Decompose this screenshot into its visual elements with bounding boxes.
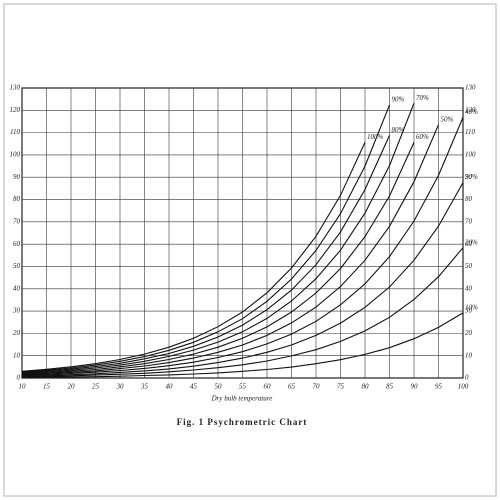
rh-curve	[21, 142, 415, 375]
y-tick-label: 130	[10, 84, 21, 92]
series-label: 80%	[392, 126, 405, 134]
rh-curve	[21, 102, 415, 374]
y2-tick-label: 40	[465, 284, 473, 292]
y-tick-label: 110	[10, 128, 20, 136]
chart-title: Fig. 1 Psychrometric Chart	[177, 417, 308, 427]
x-tick-label: 90	[411, 383, 419, 391]
y2-tick-label: 80	[465, 195, 473, 203]
x-tick-label: 100	[458, 383, 469, 391]
y-tick-label: 30	[12, 307, 21, 315]
y-tick-label: 40	[13, 284, 21, 292]
x-tick-label: 10	[19, 383, 27, 391]
x-tick-label: 25	[92, 383, 100, 391]
series-label: 100%	[367, 133, 384, 141]
rh-curve	[21, 135, 391, 374]
y2-tick-label: 90	[465, 173, 473, 181]
y2-tick-label: 120	[465, 106, 476, 114]
x-tick-label: 45	[190, 383, 198, 391]
y-tick-label: 120	[10, 106, 21, 114]
y2-tick-label: 60	[465, 240, 473, 248]
y-tick-label: 80	[13, 195, 21, 203]
series-label: 50%	[441, 115, 454, 123]
frame	[3, 3, 497, 497]
x-tick-label: 95	[435, 383, 443, 391]
y-tick-label: 10	[13, 351, 21, 359]
y2-tick-label: 50	[465, 262, 473, 270]
series-label: 30%	[464, 173, 478, 181]
rh-curve	[21, 182, 464, 377]
x-tick-label: 15	[43, 383, 51, 391]
series-label: 40%	[465, 108, 478, 116]
x-tick-label: 50	[215, 383, 223, 391]
x-tick-label: 75	[337, 383, 345, 391]
y-tick-label: 20	[13, 329, 21, 337]
x-tick-label: 60	[264, 383, 272, 391]
y2-tick-label: 20	[465, 329, 473, 337]
x-tick-label: 80	[362, 383, 370, 391]
y2-tick-label: 100	[465, 151, 476, 159]
x-tick-label: 20	[68, 383, 76, 391]
y-tick-label: 60	[13, 240, 21, 248]
rh-curve	[21, 104, 391, 373]
rh-curve	[21, 142, 366, 372]
series-label: 90%	[392, 96, 405, 104]
y-tick-label: 90	[13, 173, 21, 181]
x-tick-label: 65	[288, 383, 296, 391]
x-axis-label: Dry bulb temperature	[211, 395, 273, 403]
series-label: 60%	[416, 133, 429, 141]
y2-tick-label: 30	[464, 307, 473, 315]
rh-curve	[21, 124, 440, 376]
series-label: 70%	[416, 94, 429, 102]
rh-curve	[21, 117, 464, 376]
rh-curve	[21, 312, 464, 378]
x-tick-label: 85	[386, 383, 394, 391]
series-label: 10%	[465, 303, 478, 311]
y2-tick-label: 110	[465, 128, 475, 136]
y2-tick-label: 10	[465, 351, 473, 359]
x-tick-label: 40	[166, 383, 174, 391]
x-tick-label: 55	[239, 383, 247, 391]
y2-tick-label: 130	[465, 84, 476, 92]
series-label: 20%	[465, 238, 478, 246]
y-tick-label: 100	[10, 151, 21, 159]
y-tick-label: 70	[13, 217, 21, 225]
x-tick-label: 35	[140, 383, 149, 391]
x-tick-label: 30	[116, 383, 125, 391]
y2-tick-label: 70	[465, 217, 473, 225]
y-tick-label: 50	[13, 262, 21, 270]
y-tick-label: 0	[17, 374, 21, 382]
x-tick-label: 70	[313, 383, 321, 391]
rh-curve	[21, 247, 464, 378]
y2-tick-label: 0	[465, 374, 469, 382]
